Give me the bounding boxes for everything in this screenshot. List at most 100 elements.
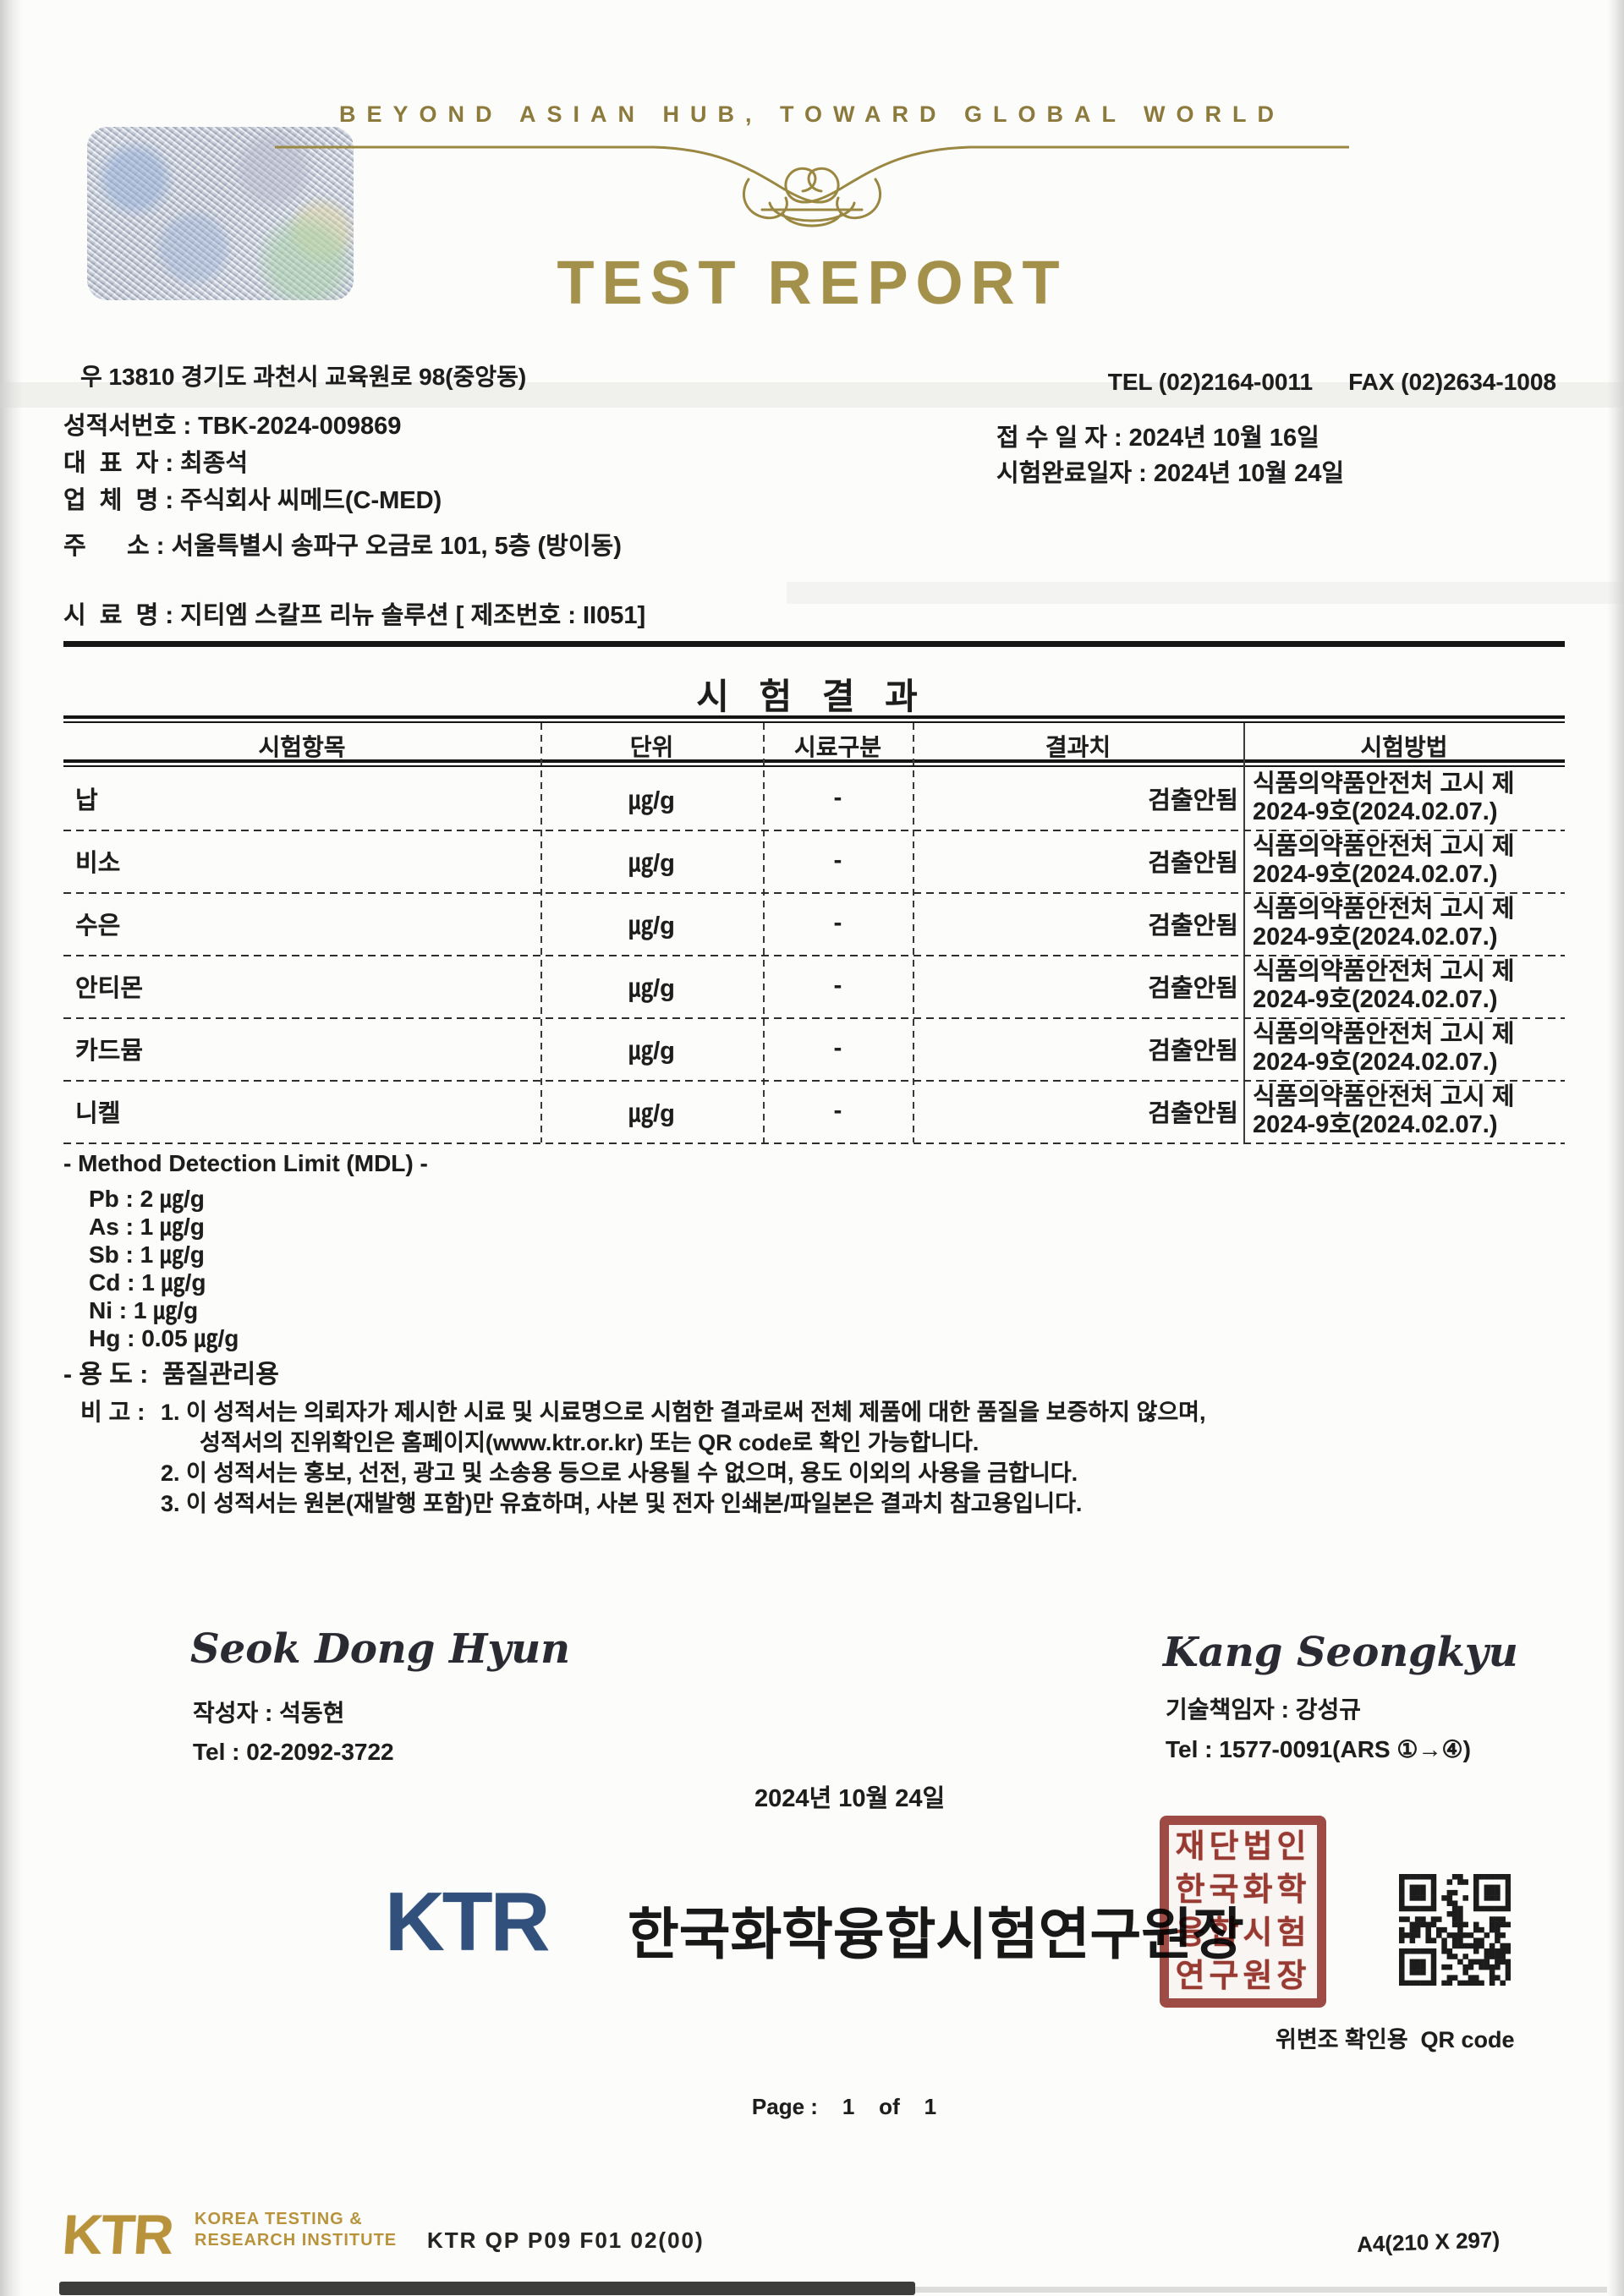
method-line-2: 2024-9호(2024.02.07.) [1253,861,1498,888]
results-title: 시 험 결 과 [696,677,928,716]
col-header-unit: 단위 [629,734,674,760]
note-line: 2. 이 성적서는 홍보, 선전, 광고 및 소송용 등으로 사용될 수 없으며… [161,1460,1078,1486]
hologram-sticker [87,127,354,300]
table-row: 안티몬 ㎍/g - 검출안됨 식품의약품안전처 고시 제 2024-9호(2024.02.… [63,955,1565,1017]
cell-method: 식품의약품안전처 고시 제 2024-9호(2024.02.07.) [1253,770,1566,826]
cell-unit: ㎍/g [628,850,675,877]
method-line-2: 2024-9호(2024.02.07.) [1253,1049,1498,1076]
method-line-2: 2024-9호(2024.02.07.) [1253,1111,1498,1138]
header-tagline: BEYOND ASIAN HUB, TOWARD GLOBAL WORLD [339,101,1285,127]
seal-text: 재단법인 [1175,1828,1311,1865]
footer-logo-line: KOREA TESTING & [195,2210,363,2228]
meta-line: 성적서번호 : TBK-2024-009869 [63,413,402,440]
usage-line: - 용 도 : 품질관리용 [63,1361,279,1389]
scan-edge-left [0,0,22,2296]
seal-text: 한국화학 [1175,1871,1311,1908]
signature-script-tech: Kang Seongkyu [1163,1629,1518,1676]
row-divider [63,955,1565,956]
note-line: 3. 이 성적서는 원본(재발행 포함)만 유효하며, 사본 및 전자 인쇄본/… [161,1491,1083,1516]
row-divider [63,892,1565,894]
mdl-item: Ni : 1 ㎍/g [89,1297,199,1323]
cell-unit: ㎍/g [628,787,675,814]
fax: FAX (02)2634-1008 [1348,369,1556,395]
table-row: 카드뮴 ㎍/g - 검출안됨 식품의약품안전처 고시 제 2024-9호(2024.02.… [63,1017,1565,1080]
seal-text: 융합시험 [1175,1915,1311,1952]
issue-date: 2024년 10월 24일 [754,1785,946,1812]
page-number: Page : 1 of 1 [751,2094,937,2119]
row-divider [63,830,1565,831]
cell-sample: - [833,909,842,937]
col-divider [763,723,765,1143]
cell-result: 검출안됨 [1148,850,1238,877]
cell-test-item: 안티몬 [75,975,144,1002]
cell-method: 식품의약품안전처 고시 제 2024-9호(2024.02.07.) [1253,958,1566,1014]
meta-line: 접 수 일 자 : 2024년 10월 16일 [996,425,1320,452]
author-tel: Tel : 02-2092-3722 [193,1739,394,1765]
qr-code [1399,1874,1512,1986]
footer-logo-line: RESEARCH INSTITUTE [195,2231,398,2249]
qr-caption: 위변조 확인용 QR code [1276,2027,1515,2052]
cell-unit: ㎍/g [628,1038,675,1065]
scan-band [0,382,1624,408]
table-row: 수은 ㎍/g - 검출안됨 식품의약품안전처 고시 제 2024-9호(2024.02.0… [63,892,1565,955]
meta-line: 시험완료일자 : 2024년 10월 24일 [996,460,1345,487]
method-line-1: 식품의약품안전처 고시 제 [1253,1021,1515,1048]
cell-method: 식품의약품안전처 고시 제 2024-9호(2024.02.07.) [1253,833,1566,889]
row-divider [63,1080,1565,1082]
table-header-rule [63,759,1565,767]
mdl-title: - Method Detection Limit (MDL) - [63,1150,428,1176]
mdl-item: Sb : 1 ㎍/g [89,1241,205,1268]
official-seal: 재단법인 한국화학 융합시험 연구원장 [1160,1816,1326,2008]
col-header-item: 시험항목 [258,734,346,760]
cell-method: 식품의약품안전처 고시 제 2024-9호(2024.02.07.) [1253,896,1566,951]
col-header-result: 결과치 [1045,734,1111,760]
method-line-2: 2024-9호(2024.02.07.) [1253,923,1498,951]
table-top-rule [63,715,1565,723]
tel: TEL (02)2164-0011 [1107,369,1314,395]
cell-result: 검출안됨 [1148,912,1238,940]
cell-sample: - [833,972,842,1000]
cell-test-item: 납 [75,787,98,814]
mdl-item: Hg : 0.05 ㎍/g [89,1325,239,1351]
cell-test-item: 니켈 [75,1100,121,1127]
method-line-1: 식품의약품안전처 고시 제 [1253,770,1515,797]
method-line-1: 식품의약품안전처 고시 제 [1253,833,1515,860]
scan-edge-right [1607,0,1624,2296]
cell-test-item: 비소 [75,850,121,877]
note-line: 1. 이 성적서는 의뢰자가 제시한 시료 및 시료명으로 시험한 결과로써 전… [161,1400,1206,1425]
method-line-2: 2024-9호(2024.02.07.) [1253,986,1498,1013]
cell-sample: - [833,784,842,812]
cell-test-item: 수은 [75,912,121,940]
cell-sample: - [833,1034,842,1062]
document-code: KTR QP P09 F01 02(00) [427,2228,705,2253]
method-line-1: 식품의약품안전처 고시 제 [1253,1083,1515,1110]
author-name: 작성자 : 석동현 [193,1700,345,1726]
scan-bottom-band-light [915,2287,1607,2293]
col-divider [1243,723,1245,1143]
cell-unit: ㎍/g [628,1100,675,1127]
seal-text: 연구원장 [1175,1959,1311,1995]
tech-manager-tel: Tel : 1577-0091(ARS ①→④) [1166,1736,1471,1762]
meta-line: 대 표 자 : 최종석 [63,450,249,477]
cell-method: 식품의약품안전처 고시 제 2024-9호(2024.02.07.) [1253,1083,1566,1139]
mdl-item: As : 1 ㎍/g [89,1214,205,1240]
col-header-sample: 시료구분 [793,734,882,760]
signature-script-author: Seok Dong Hyun [190,1625,571,1673]
table-row: 니켈 ㎍/g - 검출안됨 식품의약품안전처 고시 제 2024-9호(2024.02.0… [63,1080,1565,1143]
paper-size: A4(210 X 297) [1356,2227,1501,2257]
ktr-footer-logo: KTR [60,2203,175,2266]
method-line-1: 식품의약품안전처 고시 제 [1253,896,1515,923]
scan-bottom-band [59,2282,915,2295]
col-divider [913,723,914,1143]
method-line-2: 2024-9호(2024.02.07.) [1253,798,1498,825]
report-title: TEST REPORT [557,249,1067,317]
section-divider [63,641,1565,647]
cell-result: 검출안됨 [1148,787,1238,814]
row-divider [63,1143,1565,1144]
method-line-1: 식품의약품안전처 고시 제 [1253,958,1515,985]
cell-method: 식품의약품안전처 고시 제 2024-9호(2024.02.07.) [1253,1021,1566,1077]
institute-name: 한국화학융합시험연구원장 [628,1903,1244,1965]
mdl-item: Pb : 2 ㎍/g [89,1186,205,1212]
scan-band [787,582,1624,604]
